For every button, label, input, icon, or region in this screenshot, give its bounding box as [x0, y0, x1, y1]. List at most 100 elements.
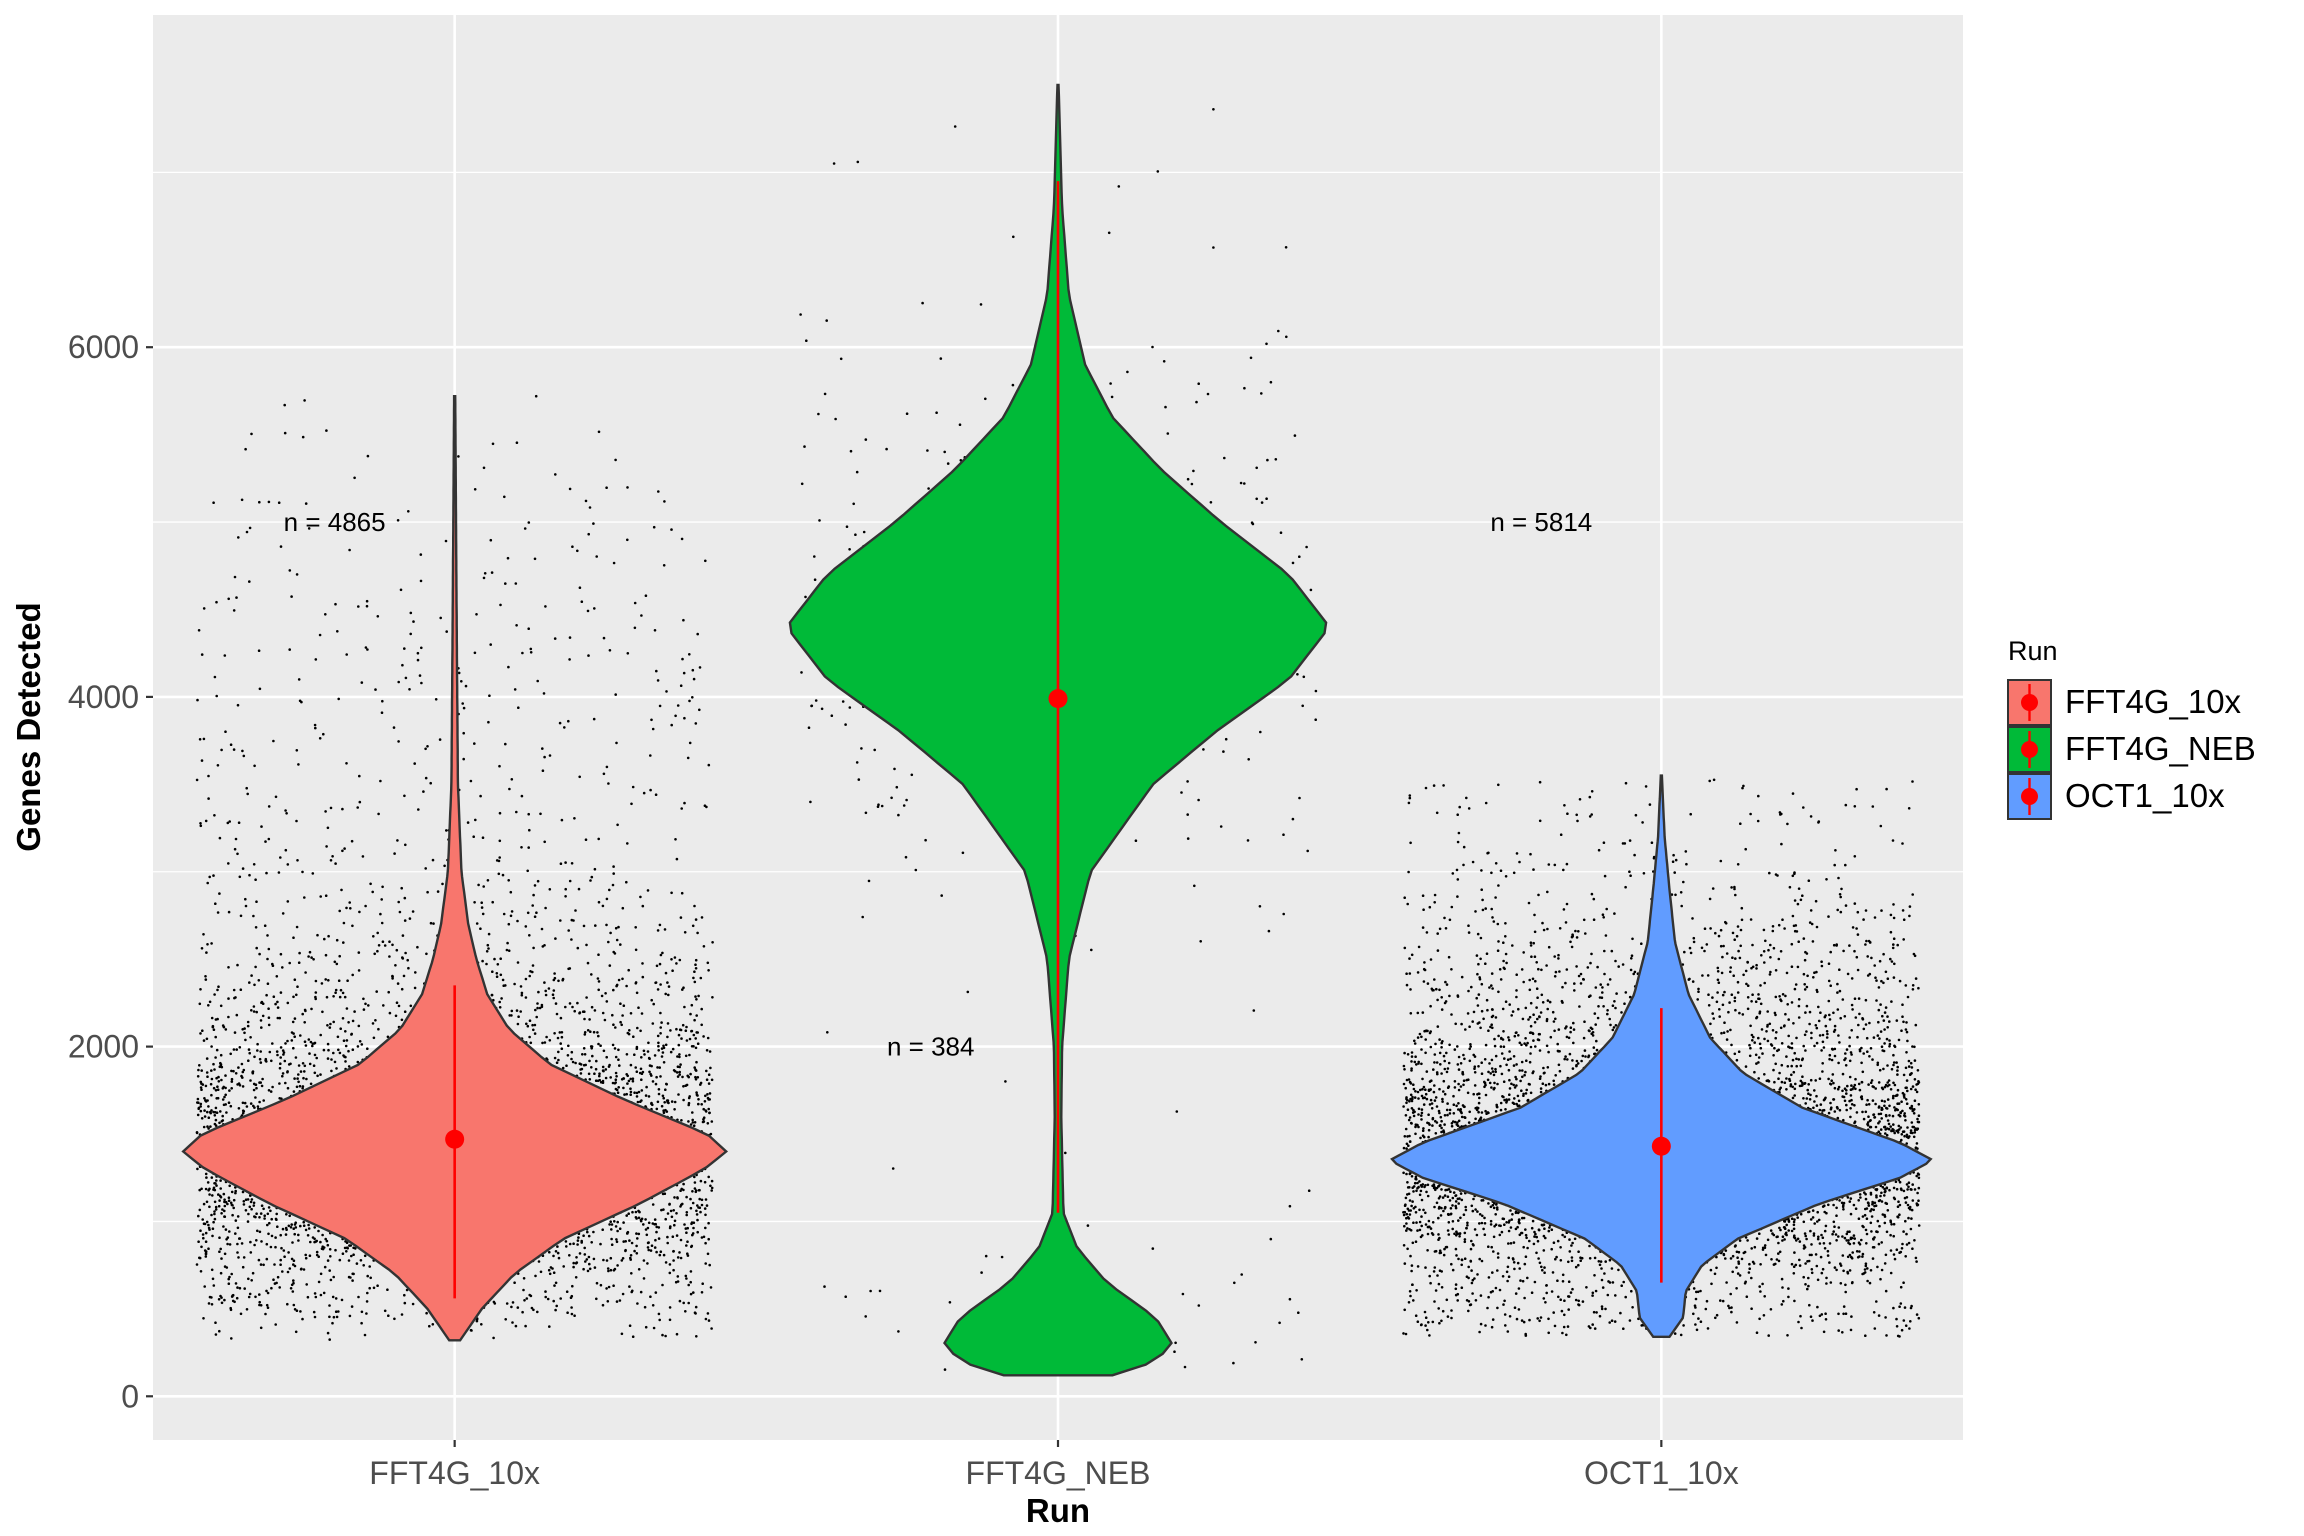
jitter-point: [375, 990, 379, 993]
jitter-point: [548, 754, 552, 757]
jitter-point: [491, 970, 494, 973]
jitter-point: [360, 1310, 364, 1314]
jitter-point: [408, 917, 412, 920]
jitter-point: [609, 931, 612, 935]
jitter-point: [604, 1076, 608, 1080]
jitter-point: [230, 1190, 234, 1194]
jitter-point: [513, 1281, 516, 1284]
jitter-point: [1166, 432, 1170, 435]
jitter-point: [841, 700, 845, 703]
jitter-point: [692, 1226, 695, 1230]
jitter-point: [551, 993, 555, 996]
jitter-point: [343, 847, 346, 850]
jitter-point: [286, 1302, 289, 1306]
jitter-point: [307, 955, 310, 958]
jitter-point: [266, 1291, 270, 1295]
jitter-point: [644, 1218, 647, 1221]
jitter-point: [298, 1084, 302, 1088]
jitter-point: [393, 852, 396, 855]
jitter-point: [624, 1248, 627, 1252]
jitter-point: [319, 1073, 322, 1076]
jitter-point: [686, 756, 690, 760]
jitter-point: [688, 699, 691, 703]
jitter-point: [644, 1325, 648, 1329]
jitter-point: [277, 501, 281, 505]
jitter-point: [694, 963, 697, 966]
jitter-point: [1156, 170, 1160, 173]
jitter-point: [350, 1305, 354, 1308]
jitter-point: [315, 1253, 319, 1257]
jitter-point: [502, 912, 506, 916]
jitter-point: [524, 996, 528, 999]
jitter-point: [227, 862, 230, 865]
jitter-point: [675, 1071, 679, 1074]
jitter-point: [220, 1212, 223, 1215]
jitter-point: [576, 1243, 579, 1246]
jitter-point: [351, 1279, 354, 1282]
jitter-point: [625, 1214, 628, 1217]
jitter-point: [686, 1252, 689, 1255]
jitter-point: [326, 826, 330, 830]
jitter-point: [584, 499, 588, 503]
jitter-point: [615, 1300, 619, 1303]
jitter-point: [329, 1022, 332, 1026]
jitter-point: [481, 959, 484, 963]
jitter-point: [688, 1095, 691, 1098]
jitter-point: [582, 1234, 585, 1237]
jitter-point: [548, 1039, 552, 1042]
jitter-point: [615, 1238, 618, 1241]
jitter-point: [199, 1102, 203, 1106]
jitter-point: [341, 991, 345, 995]
jitter-point: [571, 1005, 574, 1009]
jitter-point: [554, 1250, 558, 1253]
jitter-point: [513, 688, 517, 691]
jitter-point: [490, 571, 494, 574]
jitter-point: [689, 1123, 693, 1126]
jitter-point: [708, 1050, 712, 1053]
jitter-point: [249, 1036, 252, 1039]
jitter-point: [210, 1093, 213, 1097]
jitter-point: [623, 1093, 626, 1096]
jitter-point: [595, 1297, 598, 1301]
jitter-point: [680, 537, 684, 541]
jitter-point: [330, 1069, 333, 1073]
jitter-point: [262, 1207, 265, 1211]
jitter-point: [204, 1231, 208, 1235]
jitter-point: [266, 1223, 269, 1227]
jitter-point: [368, 1265, 372, 1268]
jitter-point: [690, 1029, 693, 1033]
jitter-point: [631, 785, 635, 789]
jitter-point: [228, 1243, 232, 1246]
jitter-point: [227, 1196, 231, 1199]
jitter-point: [641, 975, 645, 979]
jitter-point: [203, 1285, 206, 1288]
jitter-point: [267, 1206, 271, 1209]
jitter-point: [620, 1332, 624, 1336]
jitter-point: [238, 1046, 242, 1049]
jitter-point: [707, 1237, 710, 1241]
jitter-point: [662, 1046, 666, 1050]
jitter-point: [613, 1267, 617, 1271]
jitter-point: [248, 580, 251, 583]
jitter-point: [648, 1070, 651, 1074]
jitter-point: [678, 958, 682, 962]
jitter-point: [298, 951, 301, 955]
jitter-point: [710, 1078, 714, 1082]
jitter-point: [556, 1245, 559, 1248]
jitter-point: [472, 835, 476, 838]
jitter-point: [259, 1326, 263, 1330]
jitter-point: [205, 1200, 209, 1204]
jitter-point: [613, 952, 617, 955]
jitter-point: [654, 1222, 657, 1226]
jitter-point: [409, 632, 413, 636]
jitter-point: [310, 956, 313, 959]
jitter-point: [205, 1071, 209, 1074]
jitter-point: [426, 745, 429, 748]
jitter-point: [625, 984, 628, 988]
jitter-point: [334, 602, 337, 606]
jitter-point: [597, 837, 600, 841]
jitter-point: [589, 879, 592, 882]
jitter-point: [693, 1187, 697, 1190]
jitter-point: [626, 1031, 630, 1035]
jitter-point: [672, 1250, 675, 1253]
